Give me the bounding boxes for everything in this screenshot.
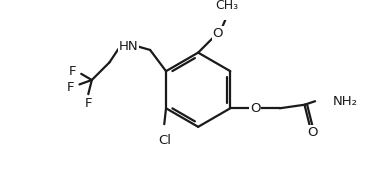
Text: HN: HN <box>119 40 139 53</box>
Text: O: O <box>307 126 318 139</box>
Text: NH₂: NH₂ <box>333 95 358 108</box>
Text: F: F <box>67 81 74 94</box>
Text: Cl: Cl <box>158 134 171 147</box>
Text: CH₃: CH₃ <box>215 0 238 12</box>
Text: O: O <box>212 27 223 40</box>
Text: F: F <box>69 65 76 78</box>
Text: O: O <box>250 102 260 115</box>
Text: F: F <box>85 97 92 110</box>
